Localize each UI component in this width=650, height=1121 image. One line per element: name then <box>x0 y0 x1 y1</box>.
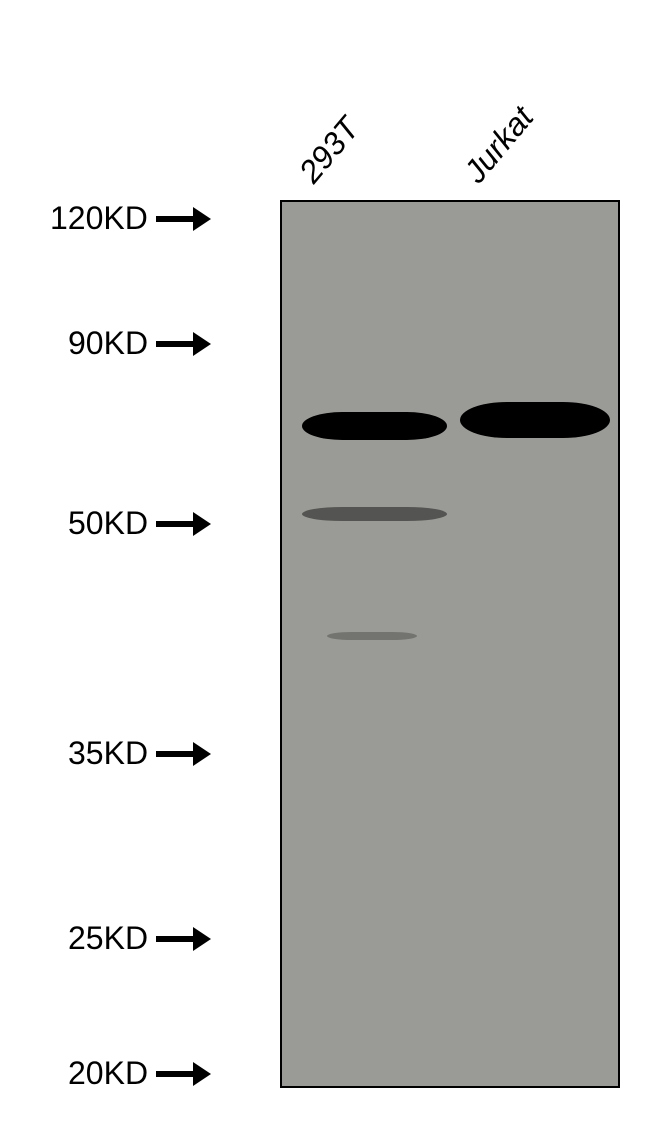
marker-35kd: 35KD <box>68 735 211 772</box>
marker-label: 50KD <box>68 505 148 542</box>
marker-120kd: 120KD <box>50 200 211 237</box>
marker-label: 20KD <box>68 1055 148 1092</box>
lane-labels-region: 293T Jurkat <box>280 30 620 200</box>
marker-label: 35KD <box>68 735 148 772</box>
blot-membrane <box>280 200 620 1088</box>
arrow-icon <box>156 1064 211 1084</box>
arrow-icon <box>156 334 211 354</box>
lane-label-jurkat: Jurkat <box>457 99 541 190</box>
arrow-icon <box>156 744 211 764</box>
marker-label: 25KD <box>68 920 148 957</box>
arrow-icon <box>156 514 211 534</box>
lane-293t <box>302 202 447 1086</box>
band <box>327 632 417 640</box>
marker-20kd: 20KD <box>68 1055 211 1092</box>
marker-label: 90KD <box>68 325 148 362</box>
marker-label: 120KD <box>50 200 148 237</box>
marker-25kd: 25KD <box>68 920 211 957</box>
band <box>302 412 447 440</box>
band <box>460 402 610 438</box>
arrow-icon <box>156 209 211 229</box>
arrow-icon <box>156 929 211 949</box>
lane-jurkat <box>460 202 610 1086</box>
band <box>302 507 447 521</box>
lane-label-293t: 293T <box>292 110 367 190</box>
western-blot: 293T Jurkat 120KD 90KD 50KD 35KD 25KD 20… <box>50 30 620 1100</box>
marker-50kd: 50KD <box>68 505 211 542</box>
marker-90kd: 90KD <box>68 325 211 362</box>
